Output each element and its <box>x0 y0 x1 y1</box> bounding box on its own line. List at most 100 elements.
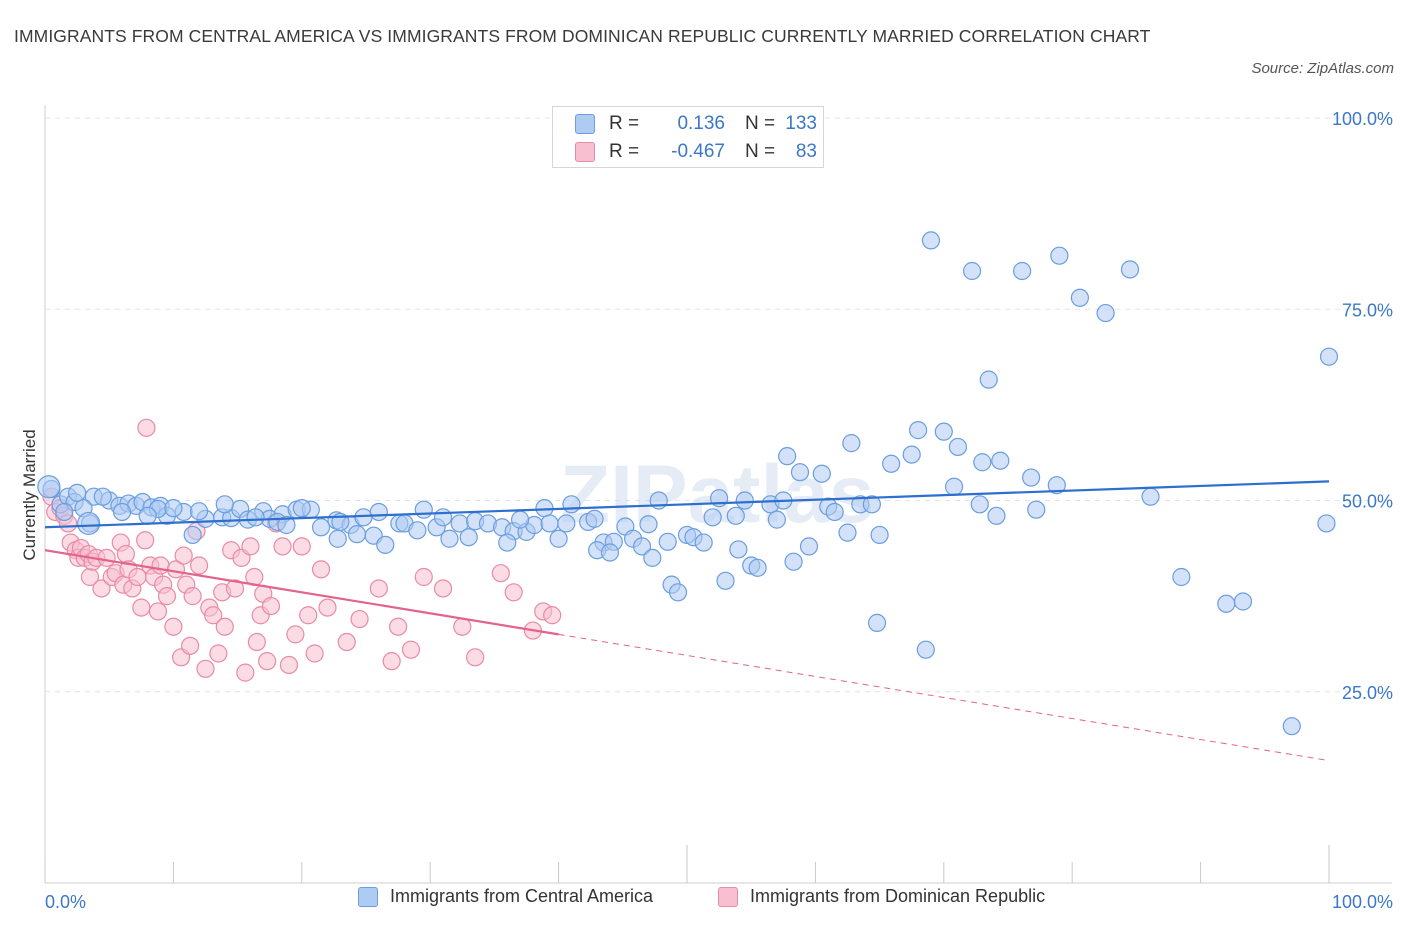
data-point <box>138 506 157 525</box>
chart-title: IMMIGRANTS FROM CENTRAL AMERICA VS IMMIG… <box>14 26 1151 46</box>
data-point <box>77 511 101 536</box>
data-point <box>292 537 311 556</box>
data-point <box>273 537 292 556</box>
data-point <box>204 606 223 625</box>
data-point <box>1120 260 1140 279</box>
data-point <box>491 564 510 583</box>
correlation-legend: R = 0.136 N = 133 R = -0.467 N = 83 <box>552 106 824 168</box>
data-point <box>921 231 941 250</box>
data-point <box>97 548 116 567</box>
data-point <box>209 644 228 663</box>
data-point <box>748 558 767 577</box>
legend-swatch-pink <box>575 142 595 162</box>
data-point <box>1282 717 1301 736</box>
data-point <box>784 552 803 571</box>
data-point <box>902 445 921 464</box>
data-point <box>279 655 299 675</box>
data-point <box>347 525 367 544</box>
legend-r-value: 0.136 <box>677 113 725 134</box>
data-point <box>215 495 234 514</box>
data-point <box>247 632 266 652</box>
data-point <box>311 560 331 579</box>
data-point <box>286 625 305 644</box>
data-point <box>1050 246 1069 265</box>
data-point <box>600 543 620 562</box>
data-point <box>376 535 395 554</box>
data-point <box>962 261 982 281</box>
legend-n-value: 83 <box>795 141 817 162</box>
data-point <box>189 502 209 521</box>
data-point <box>369 502 388 522</box>
y-tick-label: 75.0% <box>1342 300 1393 320</box>
legend-item-dominican-republic: Immigrants from Dominican Republic <box>718 886 1045 907</box>
data-point <box>196 659 215 678</box>
data-point <box>215 617 234 636</box>
x-tick-label-min: 0.0% <box>45 892 86 912</box>
legend-row-dominican-republic: R = -0.467 N = 83 <box>575 139 817 165</box>
y-axis-label: Currently Married <box>20 429 39 560</box>
legend-item-central-america: Immigrants from Central America <box>358 886 653 907</box>
data-point <box>151 556 170 575</box>
legend-label: Immigrants from Central America <box>390 886 654 906</box>
data-point <box>148 602 168 621</box>
series-legend: Immigrants from Central America Immigran… <box>0 886 1406 918</box>
data-point <box>37 475 61 499</box>
data-point <box>562 495 581 514</box>
data-point <box>136 531 155 550</box>
data-point <box>466 648 485 667</box>
data-point <box>93 487 112 506</box>
data-point <box>632 537 652 556</box>
data-point <box>67 483 87 502</box>
data-point <box>1172 567 1191 587</box>
x-tick-label-max: 100.0% <box>1332 892 1393 912</box>
data-point <box>729 540 748 559</box>
data-point <box>882 454 901 473</box>
data-point <box>1317 514 1336 533</box>
data-point <box>825 502 844 522</box>
data-point <box>318 598 337 617</box>
data-point <box>867 613 887 633</box>
data-point <box>948 437 968 457</box>
data-point <box>862 495 881 514</box>
data-point <box>639 515 658 534</box>
data-point <box>440 529 459 548</box>
data-point <box>543 606 562 625</box>
legend-r-label: R = <box>609 113 640 134</box>
data-point <box>236 663 255 682</box>
data-point <box>510 510 530 529</box>
data-point <box>277 515 296 535</box>
data-point <box>987 506 1006 525</box>
data-point <box>934 422 953 441</box>
legend-label: Immigrants from Dominican Republic <box>750 886 1046 906</box>
data-point <box>292 499 311 518</box>
legend-r-label: R = <box>609 141 640 162</box>
data-point <box>132 598 151 617</box>
data-point <box>549 529 568 548</box>
data-point <box>225 579 245 598</box>
data-point <box>261 596 281 616</box>
data-point <box>1233 592 1253 611</box>
data-point <box>414 567 433 587</box>
data-point <box>164 617 183 636</box>
data-point <box>735 491 754 510</box>
trend-line-central-america <box>44 480 1330 529</box>
data-point <box>337 632 356 652</box>
data-point <box>585 509 604 528</box>
data-point <box>842 434 861 453</box>
data-point <box>1070 288 1090 307</box>
trend-line-dominican-republic-extension <box>558 633 1330 762</box>
data-point <box>909 421 928 440</box>
legend-n-label: N = <box>745 113 776 134</box>
data-point <box>540 514 559 533</box>
data-point <box>790 463 810 482</box>
data-point <box>767 510 786 529</box>
data-point <box>433 508 453 527</box>
legend-swatch-blue <box>575 114 595 134</box>
data-point <box>116 544 135 564</box>
data-point <box>1027 500 1046 519</box>
data-point <box>1013 261 1032 281</box>
data-point <box>189 556 209 575</box>
legend-swatch-blue <box>358 886 378 907</box>
data-point <box>433 579 453 598</box>
data-point <box>180 636 200 655</box>
